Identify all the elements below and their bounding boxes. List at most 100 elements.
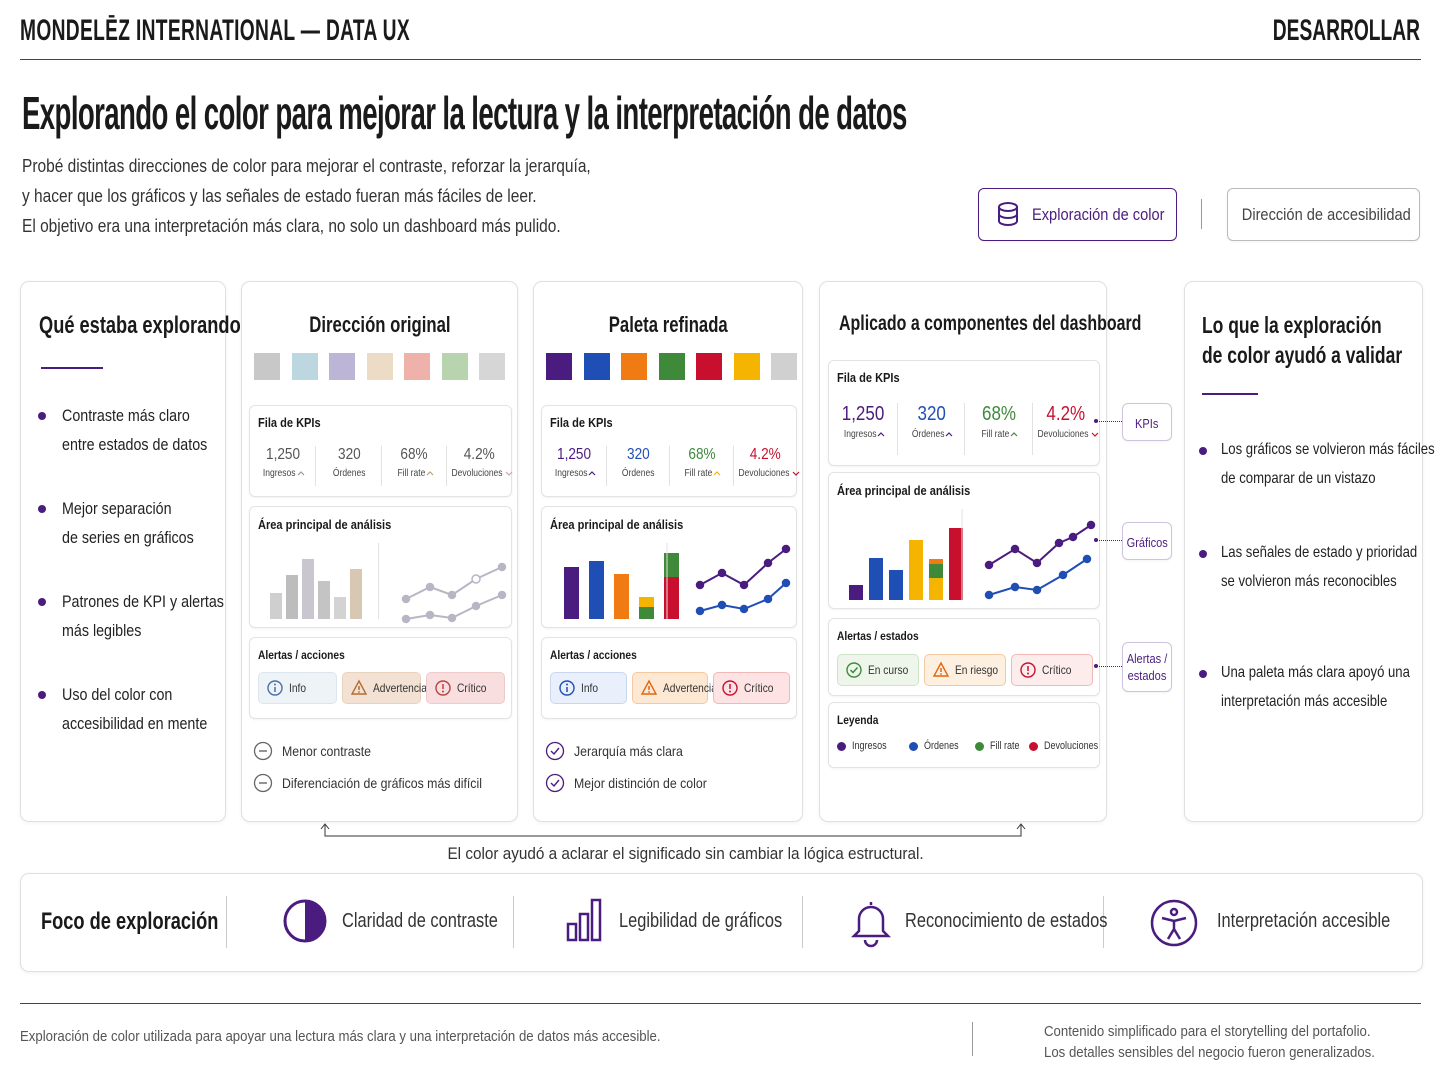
note-text: Mejor distinción de color bbox=[574, 775, 707, 791]
bar-shape bbox=[664, 577, 679, 619]
card-title: de color ayudó a validar bbox=[1202, 342, 1403, 368]
card: Qué estaba explorando Contraste más claro… bbox=[20, 281, 241, 822]
status-label-wrap: Info bbox=[289, 681, 309, 695]
bar-shape bbox=[929, 578, 943, 600]
legend-label: Devoluciones bbox=[1044, 740, 1099, 752]
caret bbox=[877, 432, 885, 437]
line-dot bbox=[1010, 544, 1020, 554]
arrow-head bbox=[320, 823, 330, 830]
icon-shape bbox=[545, 773, 565, 793]
line-dot bbox=[447, 613, 457, 623]
chart-title-wrap: Área principal de análisis bbox=[258, 517, 415, 532]
kpi-row-title-wrap: Fila de KPIs bbox=[258, 415, 332, 430]
line-dot bbox=[1054, 538, 1064, 548]
connector bbox=[1096, 540, 1122, 541]
note-icon bbox=[545, 741, 565, 761]
focus-divider bbox=[802, 896, 803, 948]
icon-shape bbox=[545, 741, 565, 761]
color-swatch bbox=[329, 353, 355, 380]
icon-shape bbox=[435, 680, 451, 696]
color-swatch bbox=[621, 353, 647, 380]
tab[interactable]: Dirección de accesibilidad bbox=[1227, 188, 1420, 241]
bar-shape bbox=[589, 561, 604, 619]
line-dot bbox=[763, 558, 773, 568]
alerts-title-wrap: Alertas / estados bbox=[837, 629, 933, 643]
callout-label: KPIs bbox=[1135, 416, 1159, 431]
focus-label: Legibilidad de gráficos bbox=[619, 910, 783, 932]
icon-shape bbox=[566, 683, 568, 686]
color-swatch bbox=[658, 353, 685, 380]
card-title-wrap: Dirección original bbox=[242, 312, 517, 338]
bar-shape bbox=[664, 553, 679, 577]
status-pill: Advertencia bbox=[342, 672, 427, 704]
kpi-cell: 68% Fill rate bbox=[380, 446, 447, 486]
note-text-wrap: Menor contraste bbox=[282, 743, 383, 759]
kpi-cell: 1,250 Ingresos bbox=[829, 403, 897, 455]
connector bbox=[1096, 666, 1122, 667]
brand-wrap: MONDELĒZ INTERNATIONAL — DATA UX bbox=[20, 14, 629, 48]
status-label-wrap: Crítico bbox=[457, 681, 492, 695]
status-icon bbox=[267, 680, 283, 696]
line-dot bbox=[497, 590, 507, 600]
bar-shape bbox=[949, 528, 963, 600]
kpi-label: Devoluciones bbox=[1037, 429, 1089, 440]
section-label: DESARROLLAR bbox=[1272, 14, 1420, 47]
kpi-label-wrap: Ingresos bbox=[250, 468, 315, 479]
kpi-value: 1,250 bbox=[841, 403, 885, 425]
legend-label: Órdenes bbox=[924, 740, 959, 752]
color-swatch bbox=[546, 353, 572, 380]
trend-caret bbox=[945, 432, 953, 437]
icon-shape bbox=[849, 666, 859, 674]
card-title-wrap: Aplicado a componentes del dashboard bbox=[839, 312, 1237, 336]
line-dot bbox=[425, 610, 435, 620]
kpi-row-title: Fila de KPIs bbox=[837, 370, 900, 385]
kpi-cell: 4.2% Devoluciones bbox=[445, 446, 513, 486]
callout: KPIs bbox=[1122, 403, 1172, 441]
line-dot bbox=[695, 580, 705, 590]
connector-dot bbox=[1094, 664, 1098, 668]
kpi-value-wrap: 4.2% bbox=[447, 446, 512, 464]
focus-icon bbox=[283, 899, 327, 943]
kpi-label: Órdenes bbox=[332, 468, 366, 479]
status-label-wrap: Crítico bbox=[1042, 663, 1077, 677]
tab-active[interactable]: Exploración de color bbox=[978, 188, 1177, 241]
status-pill: Crítico bbox=[1011, 654, 1093, 686]
icon-shape bbox=[1161, 916, 1187, 940]
status-label: Crítico bbox=[1042, 663, 1072, 677]
caret bbox=[945, 432, 953, 437]
footer-divider bbox=[972, 1022, 973, 1056]
kpi-cell: 4.2% Devoluciones bbox=[1031, 403, 1101, 455]
caret bbox=[1091, 432, 1099, 437]
kpi-value-wrap: 4.2% bbox=[734, 446, 798, 464]
panel-box: Leyenda Ingresos Órdenes Fill rate Devolucio… bbox=[828, 702, 1100, 768]
caption-wrap: El color ayudó a aclarar el significado … bbox=[0, 844, 1372, 864]
line-dot bbox=[1032, 585, 1042, 595]
icon-shape bbox=[640, 679, 657, 695]
bullet-text-wrap: Mejor separación bbox=[62, 499, 192, 519]
bullet-text-wrap: Patrones de KPI y alertas bbox=[62, 592, 255, 612]
color-swatch bbox=[291, 353, 318, 380]
legend-label-wrap: Órdenes bbox=[924, 740, 966, 752]
alerts-title: Alertas / acciones bbox=[550, 648, 637, 662]
alerts-title-wrap: Alertas / acciones bbox=[258, 648, 360, 662]
card-title: Aplicado a componentes del dashboard bbox=[839, 312, 1142, 335]
bullet-text-wrap: se volvieron más reconocibles bbox=[1221, 573, 1435, 591]
bullet-text-wrap: Las señales de estado y prioridad bbox=[1221, 544, 1448, 562]
kpi-label: Fill rate bbox=[684, 468, 713, 479]
bullet-text-wrap: entre estados de datos bbox=[62, 435, 235, 455]
line-dot bbox=[1010, 582, 1020, 592]
chart-sketch bbox=[849, 509, 1096, 600]
status-icon bbox=[722, 680, 739, 696]
panel-box: Fila de KPIs 1,250 Ingresos 320 Órdenes 68% Fi… bbox=[828, 360, 1100, 466]
line-dot bbox=[763, 594, 773, 604]
note-text-wrap: Diferenciación de gráficos más difícil bbox=[282, 775, 509, 791]
bullet-text: de comparar de un vistazo bbox=[1221, 470, 1376, 487]
callout-label: Alertas / estados bbox=[1126, 651, 1168, 683]
kpi-label: Órdenes bbox=[621, 468, 655, 479]
caret bbox=[713, 471, 721, 476]
kpi-label: Ingresos bbox=[263, 468, 296, 479]
icon-shape bbox=[253, 741, 273, 761]
bullet-text-wrap: Uso del color con bbox=[62, 685, 193, 705]
intro-line: y hacer que los gráficos y las señales d… bbox=[22, 186, 537, 206]
status-icon bbox=[559, 680, 575, 696]
